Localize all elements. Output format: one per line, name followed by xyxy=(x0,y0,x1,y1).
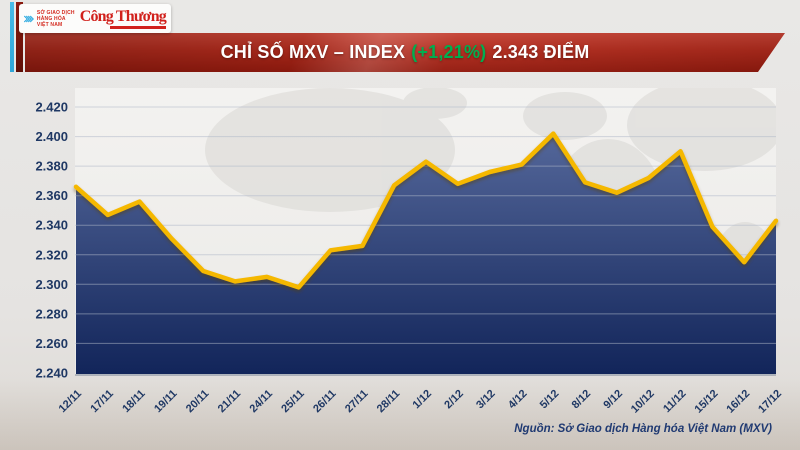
y-tick-label: 2.300 xyxy=(35,277,68,292)
left-accent-stripe-maroon xyxy=(16,2,23,72)
exchange-name-line: HÀNG HÓA xyxy=(36,15,66,22)
y-tick-label: 2.380 xyxy=(35,159,68,174)
title-main: CHỈ SỐ MXV – INDEX xyxy=(220,42,406,62)
congthuong-wordmark: Công Thương xyxy=(79,7,167,25)
title-change-percent: (+1,21%) xyxy=(411,42,487,62)
exchange-name-line: SỞ GIAO DỊCH xyxy=(36,9,75,16)
y-axis-labels: 2.420 2.400 2.380 2.360 2.340 2.320 2.300 2.280… xyxy=(35,100,68,381)
exchange-name-line: VIỆT NAM xyxy=(36,21,63,28)
y-tick-label: 2.420 xyxy=(35,100,68,115)
y-tick-label: 2.360 xyxy=(35,188,68,203)
y-tick-label: 2.340 xyxy=(35,218,68,233)
y-tick-label: 2.400 xyxy=(35,129,68,144)
exchange-name: SỞ GIAO DỊCH HÀNG HÓA VIỆT NAM xyxy=(37,10,75,28)
logo-card: SỞ GIAO DỊCH HÀNG HÓA VIỆT NAM Công Thươ… xyxy=(19,4,171,33)
mxv-chevron-logo-icon xyxy=(24,15,34,22)
bottom-watermark-band xyxy=(0,378,800,450)
index-line xyxy=(73,131,779,290)
congthuong-logo: Công Thương xyxy=(79,7,167,29)
y-tick-label: 2.320 xyxy=(35,247,68,262)
y-tick-label: 2.260 xyxy=(35,336,68,351)
y-tick-label: 2.280 xyxy=(35,306,68,321)
title-value: 2.343 ĐIỂM xyxy=(492,42,590,62)
gridlines xyxy=(75,106,776,344)
y-tick-label: 2.240 xyxy=(35,366,68,381)
left-accent-stripe-cyan xyxy=(10,2,14,72)
source-credit: Nguồn: Sở Giao dịch Hàng hóa Việt Nam (M… xyxy=(514,423,772,435)
congthuong-underline xyxy=(110,25,166,29)
title-banner: CHỈ SỐ MXV – INDEX (+1,21%) 2.343 ĐIỂM xyxy=(25,33,785,72)
chart-title: CHỈ SỐ MXV – INDEX (+1,21%) 2.343 ĐIỂM xyxy=(221,42,590,63)
